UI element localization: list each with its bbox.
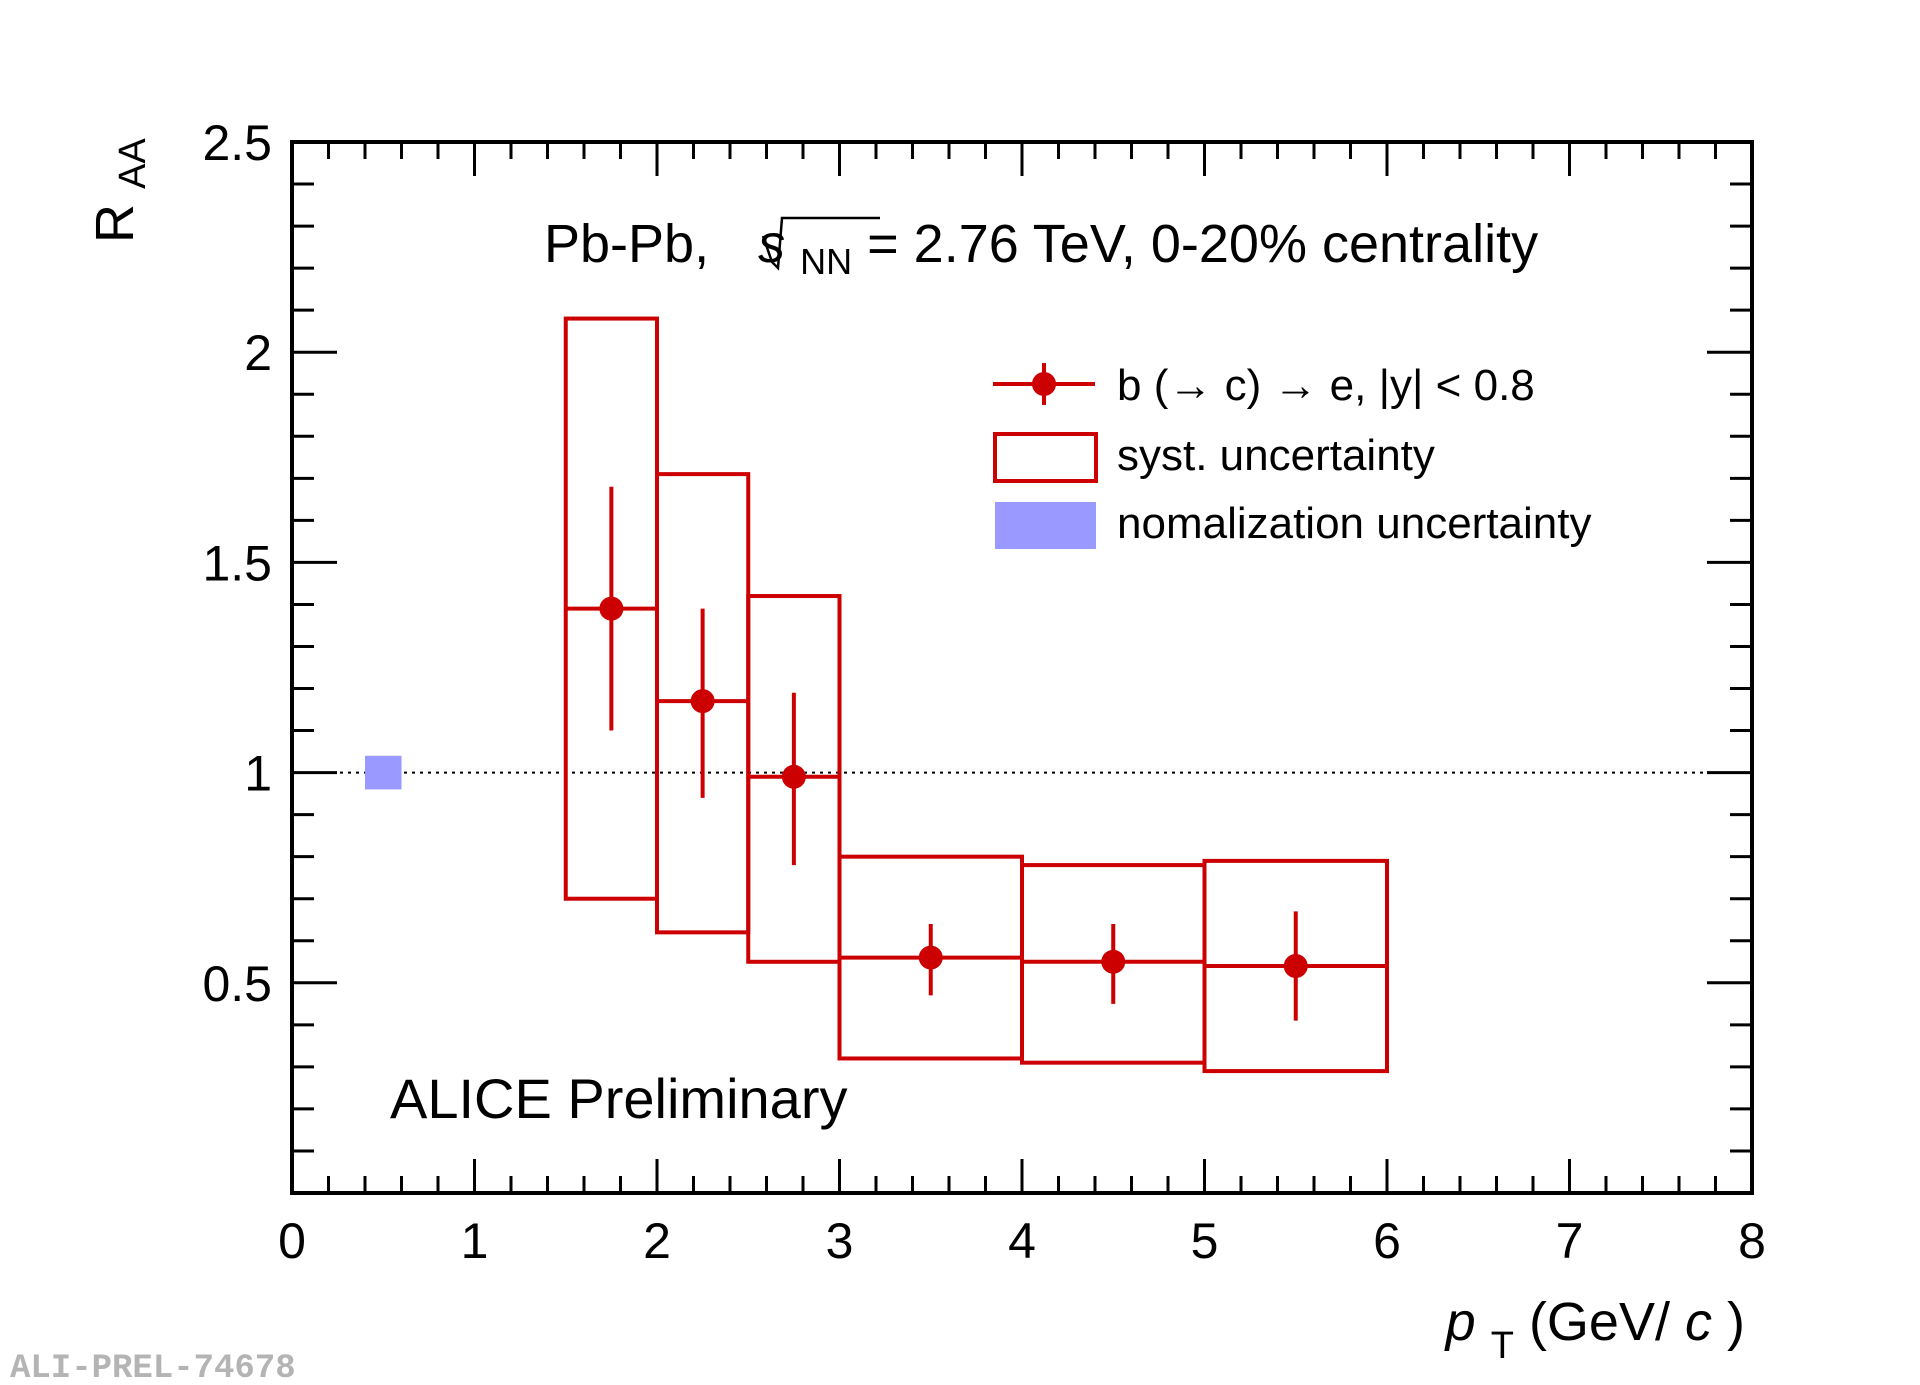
y-axis-label-main: R xyxy=(85,204,145,243)
title-suffix: = 2.76 TeV, 0-20% centrality xyxy=(867,214,1538,274)
x-tick-label-3: 3 xyxy=(826,1213,854,1269)
x-tick-label-6: 6 xyxy=(1373,1213,1401,1269)
y-tick-label-3: 2 xyxy=(244,325,272,381)
x-axis-label-unit-close: ) xyxy=(1727,1292,1745,1352)
x-axis-label-c: c xyxy=(1685,1292,1712,1352)
data-point-3 xyxy=(918,945,943,970)
x-tick-label-7: 7 xyxy=(1556,1213,1584,1269)
x-tick-label-4: 4 xyxy=(1008,1213,1036,1269)
preliminary-id-watermark: ALI-PREL-74678 xyxy=(10,1350,296,1385)
legend-syst-box xyxy=(993,432,1098,483)
alice-preliminary-label: ALICE Preliminary xyxy=(390,1067,847,1130)
sqrt-sign xyxy=(761,216,880,271)
legend-label-data: b (→ c) → e, |y| < 0.8 xyxy=(1117,361,1535,410)
x-tick-label-5: 5 xyxy=(1191,1213,1219,1269)
normalization-box-group xyxy=(365,755,402,790)
data-point-4 xyxy=(1101,949,1126,974)
y-tick-label-2: 1.5 xyxy=(202,535,272,591)
legend-entry-syst: syst. uncertainty xyxy=(993,431,1435,483)
tick-labels: 0 1 2 3 4 5 6 7 8 0.5 1 1.5 2 2.5 xyxy=(202,115,1765,1269)
data-point-1 xyxy=(690,689,715,714)
legend-norm-swatch xyxy=(995,502,1096,549)
legend-marker-circle xyxy=(1032,372,1056,396)
x-tick-label-8: 8 xyxy=(1738,1213,1766,1269)
syst-box-2 xyxy=(746,594,842,964)
title-prefix: Pb-Pb, xyxy=(544,214,724,274)
y-axis-label-sub: AA xyxy=(112,138,154,189)
legend-entry-norm: nomalization uncertainty xyxy=(995,499,1591,549)
legend-entry-data: b (→ c) → e, |y| < 0.8 xyxy=(993,361,1535,410)
normalization-uncertainty-box xyxy=(365,755,402,790)
x-tick-label-0: 0 xyxy=(278,1213,306,1269)
chart-title: Pb-Pb, s NN = 2.76 TeV, 0-20% centrality xyxy=(544,214,1538,286)
data-point-2 xyxy=(781,764,806,789)
x-axis-label-sub: T xyxy=(1491,1325,1514,1367)
y-tick-label-0: 0.5 xyxy=(202,956,272,1012)
data-point-0 xyxy=(599,596,624,621)
legend-label-syst: syst. uncertainty xyxy=(1117,431,1435,480)
y-axis-label: R AA xyxy=(85,138,154,243)
legend: b (→ c) → e, |y| < 0.8 syst. uncertainty… xyxy=(993,361,1591,549)
x-tick-label-1: 1 xyxy=(461,1213,489,1269)
y-tick-label-4: 2.5 xyxy=(202,115,272,171)
x-tick-label-2: 2 xyxy=(643,1213,671,1269)
data-points xyxy=(565,486,1387,1021)
data-point-5 xyxy=(1283,953,1308,978)
y-tick-label-1: 1 xyxy=(244,746,272,802)
axis-ticks xyxy=(290,140,1754,1195)
title-sub: NN xyxy=(800,241,852,282)
legend-label-norm: nomalization uncertainty xyxy=(1117,499,1591,548)
x-axis-label: p T (GeV/ c ) xyxy=(1444,1292,1745,1370)
x-axis-label-unit-open: (GeV/ xyxy=(1529,1292,1670,1352)
x-axis-label-p: p xyxy=(1444,1292,1476,1352)
